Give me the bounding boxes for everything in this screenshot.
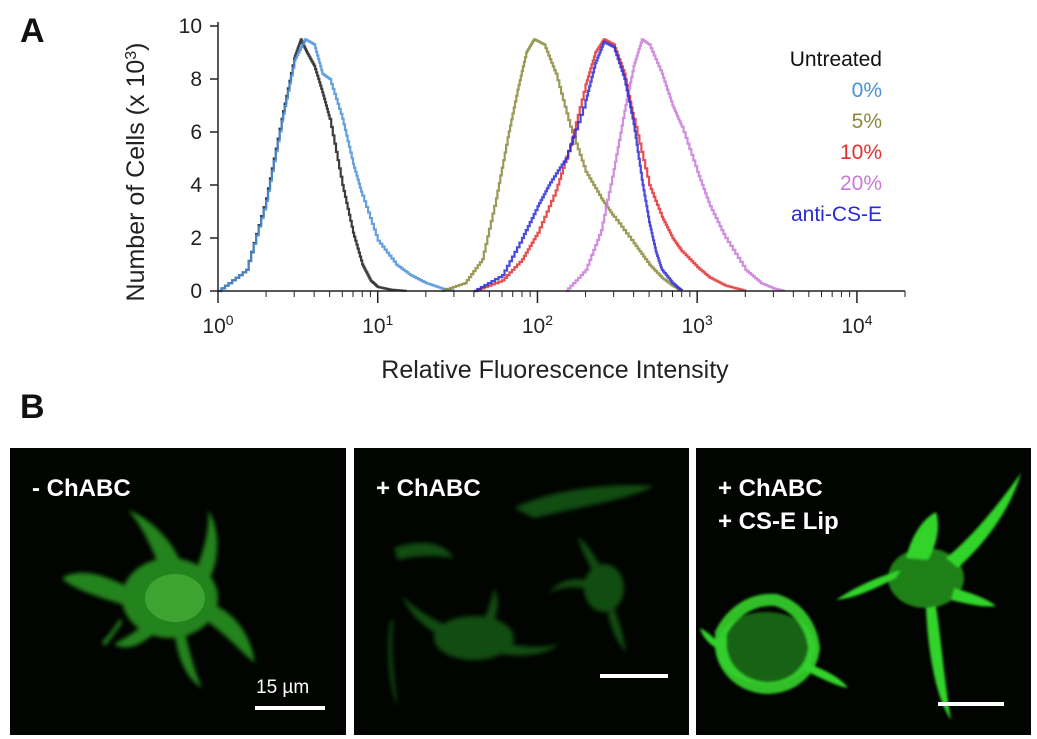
cell-image (700, 473, 1021, 720)
scale-bar (600, 674, 668, 678)
series-line-5- (441, 38, 683, 293)
x-tick-exponent: 1 (386, 312, 394, 328)
y-tick-label: 6 (190, 121, 202, 144)
chart-marks (218, 38, 786, 293)
x-tick-label: 102 (522, 312, 553, 338)
micrograph-label: + ChABC + CS-E Lip (718, 472, 839, 538)
micrograph-chabc: + ChABC (354, 448, 689, 735)
cell-image (62, 510, 255, 688)
micrograph-label: - ChABC (32, 472, 131, 505)
legend-entry: Untreated (790, 48, 882, 71)
scale-bar (938, 702, 1004, 706)
legend-entry: 20% (840, 172, 882, 195)
legend-entry: 5% (852, 110, 882, 133)
series-line-untreated (218, 38, 407, 293)
y-tick-label: 0 (190, 280, 202, 303)
y-axis-title-main: Number of Cells (x 10 (122, 60, 150, 302)
y-tick-label: 2 (190, 227, 202, 250)
x-tick-base: 10 (682, 315, 705, 338)
y-axis-title: Number of Cells (x 103) (122, 43, 150, 302)
micrograph-untreated: - ChABC 15 µm (10, 448, 346, 735)
y-axis-title-close: ) (122, 43, 150, 51)
series-line-anti-cs-e (473, 40, 683, 293)
y-tick-label: 4 (190, 174, 202, 197)
micrograph-chabc-cse: + ChABC + CS-E Lip (696, 448, 1031, 735)
x-tick-base: 10 (202, 315, 225, 338)
panel-b-letter: B (20, 388, 45, 426)
x-axis-title: Relative Fluorescence Intensity (381, 356, 729, 384)
panel-a-letter: A (20, 12, 45, 50)
x-tick-base: 10 (362, 315, 385, 338)
x-tick-label: 101 (362, 312, 393, 338)
x-tick-exponent: 4 (865, 312, 873, 328)
label-line: - ChABC (32, 475, 131, 502)
label-line: + ChABC (718, 475, 823, 502)
scale-bar-label: 15 µm (256, 677, 310, 698)
legend-entry: 0% (852, 79, 882, 102)
legend-entry: anti-CS-E (791, 203, 882, 226)
scale-bar (255, 706, 325, 710)
x-tick-exponent: 3 (705, 312, 713, 328)
series-line-20- (565, 38, 786, 293)
micrograph-label: + ChABC (376, 472, 481, 505)
label-line: + CS-E Lip (718, 508, 839, 535)
x-tick-base: 10 (522, 315, 545, 338)
label-line: + ChABC (376, 475, 481, 502)
x-tick-label: 104 (841, 312, 872, 338)
y-tick-label: 10 (179, 15, 202, 38)
x-tick-label: 103 (682, 312, 713, 338)
x-tick-exponent: 2 (545, 312, 553, 328)
x-tick-exponent: 0 (226, 312, 234, 328)
y-tick-label: 8 (190, 68, 202, 91)
cell-image (388, 485, 654, 708)
series-line-0- (218, 38, 455, 293)
chart-legend: Untreated 0% 5% 10% 20% anti-CS-E (790, 48, 882, 226)
x-tick-label: 100 (202, 312, 233, 338)
y-axis-title-exponent: 3 (123, 51, 140, 60)
legend-entry: 10% (840, 141, 882, 164)
x-tick-base: 10 (841, 315, 864, 338)
